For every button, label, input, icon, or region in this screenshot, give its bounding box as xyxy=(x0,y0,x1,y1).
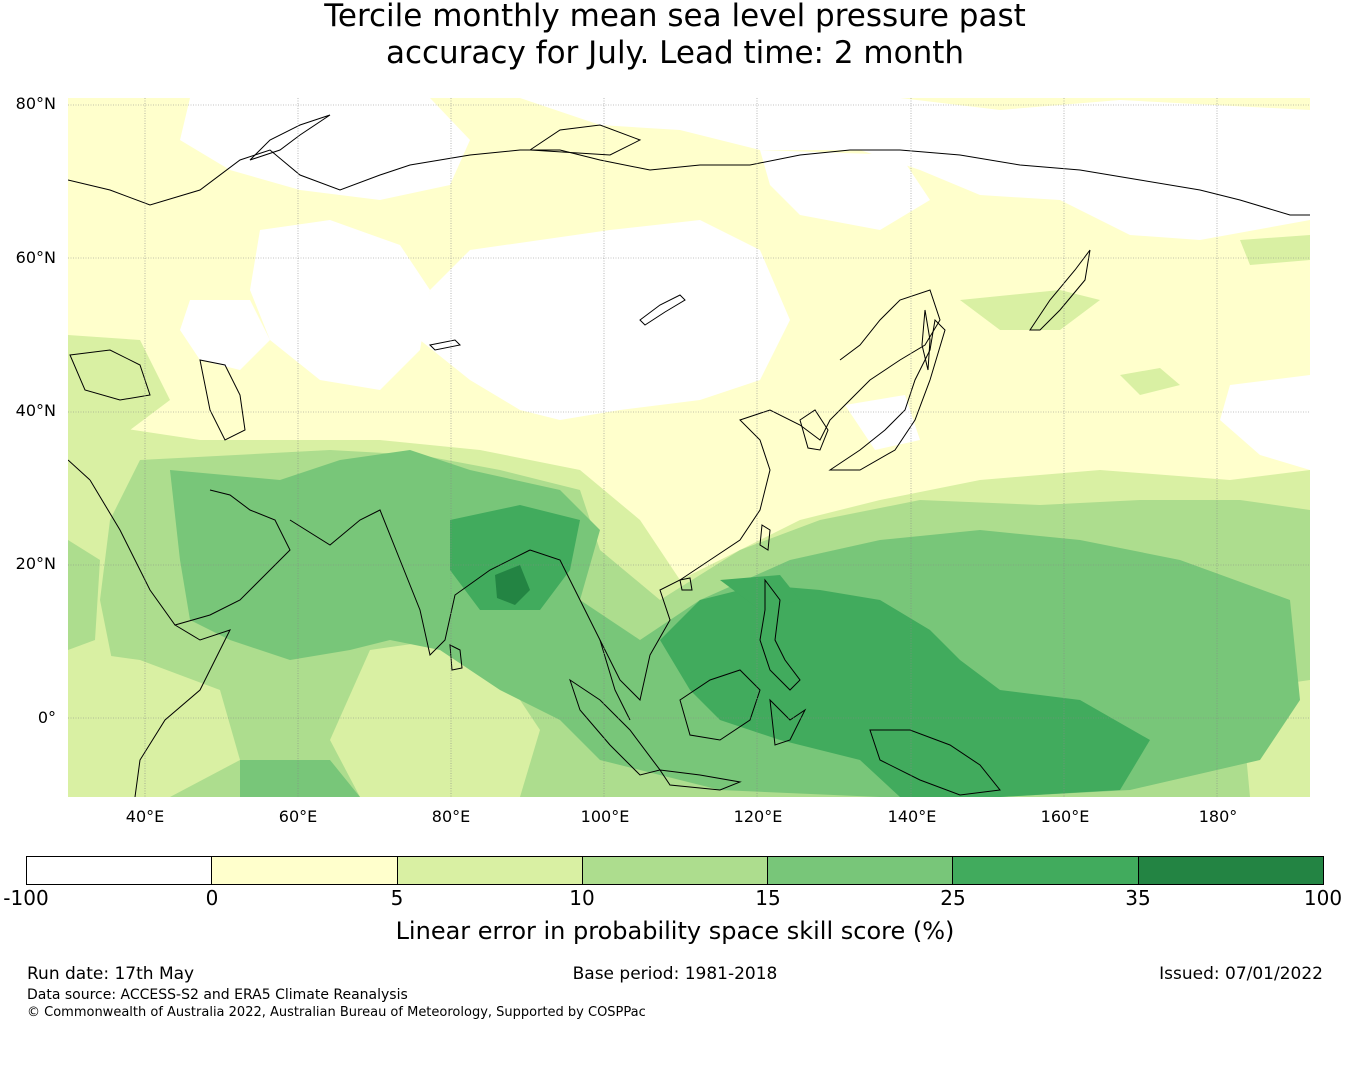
skill-negative-regions xyxy=(180,98,1310,470)
lat-label-0: 0° xyxy=(37,708,56,727)
colorbar-tick: 10 xyxy=(569,886,595,910)
colorbar-swatch-0 xyxy=(27,857,213,884)
lon-label-100e: 100°E xyxy=(580,807,630,826)
colorbar-tick: 5 xyxy=(390,886,404,910)
lon-label-160e: 160°E xyxy=(1040,807,1090,826)
lon-label-120e: 120°E xyxy=(733,807,783,826)
lon-label-80e: 80°E xyxy=(431,807,471,826)
skill-35-100-regions xyxy=(495,565,530,605)
colorbar-tick: 15 xyxy=(755,886,781,910)
issued-date: Issued: 07/01/2022 xyxy=(1159,964,1323,984)
colorbar-tick: 35 xyxy=(1125,886,1151,910)
lon-label-180: 180° xyxy=(1198,807,1238,826)
colorbar-label: Linear error in probability space skill … xyxy=(395,917,955,945)
colorbar-tick: 100 xyxy=(1303,886,1343,910)
lat-label-60n: 60°N xyxy=(15,248,56,267)
colorbar-swatch-4 xyxy=(768,857,954,884)
colorbar-swatch-5 xyxy=(953,857,1139,884)
lon-label-40e: 40°E xyxy=(125,807,165,826)
coastlines xyxy=(68,114,1310,797)
data-source: Data source: ACCESS-S2 and ERA5 Climate … xyxy=(27,987,408,1003)
chart-title-line-2: accuracy for July. Lead time: 2 month xyxy=(385,35,965,71)
colorbar-tick: 0 xyxy=(205,886,219,910)
colorbar-swatch-6 xyxy=(1138,857,1323,884)
chart-title-line-1: Tercile monthly mean sea level pressure … xyxy=(324,0,1026,34)
lat-label-20n: 20°N xyxy=(15,554,56,573)
run-date: Run date: 17th May xyxy=(27,964,195,984)
colorbar-tick: 25 xyxy=(940,886,966,910)
lat-label-80n: 80°N xyxy=(15,94,56,113)
lon-label-60e: 60°E xyxy=(278,807,318,826)
copyright: © Commonwealth of Australia 2022, Austra… xyxy=(27,1005,646,1020)
lon-label-140e: 140°E xyxy=(887,807,937,826)
lat-label-40n: 40°N xyxy=(15,401,56,420)
gridlines xyxy=(68,98,1310,797)
colorbar-tick: -100 xyxy=(3,886,49,910)
colorbar-swatch-2 xyxy=(397,857,583,884)
base-period: Base period: 1981-2018 xyxy=(572,964,778,984)
colorbar-swatch-1 xyxy=(212,857,398,884)
colorbar xyxy=(26,856,1324,885)
colorbar-swatch-3 xyxy=(582,857,769,884)
